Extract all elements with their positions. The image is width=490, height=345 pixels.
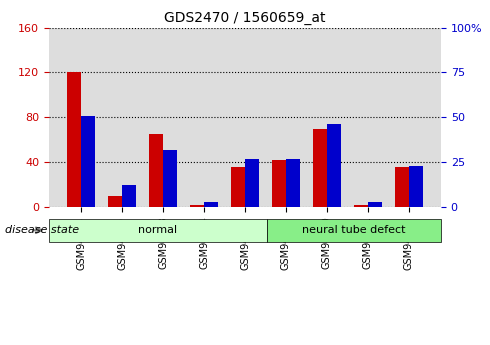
Bar [67, 72, 81, 207]
Bar [231, 167, 245, 207]
Bar [81, 116, 96, 207]
Bar [190, 205, 204, 207]
Bar [368, 201, 382, 207]
Bar [204, 201, 219, 207]
Bar [409, 166, 423, 207]
Bar [163, 150, 177, 207]
Title: GDS2470 / 1560659_at: GDS2470 / 1560659_at [164, 11, 326, 25]
Text: normal: normal [138, 225, 177, 235]
Bar [354, 205, 368, 207]
Bar [313, 128, 327, 207]
Text: disease state: disease state [5, 225, 79, 235]
Bar [394, 167, 409, 207]
Bar [108, 196, 122, 207]
Text: neural tube defect: neural tube defect [302, 225, 406, 235]
Bar [286, 159, 300, 207]
Bar [122, 186, 136, 207]
Bar [327, 125, 341, 207]
Bar [149, 134, 163, 207]
Bar [245, 159, 259, 207]
Bar [271, 160, 286, 207]
